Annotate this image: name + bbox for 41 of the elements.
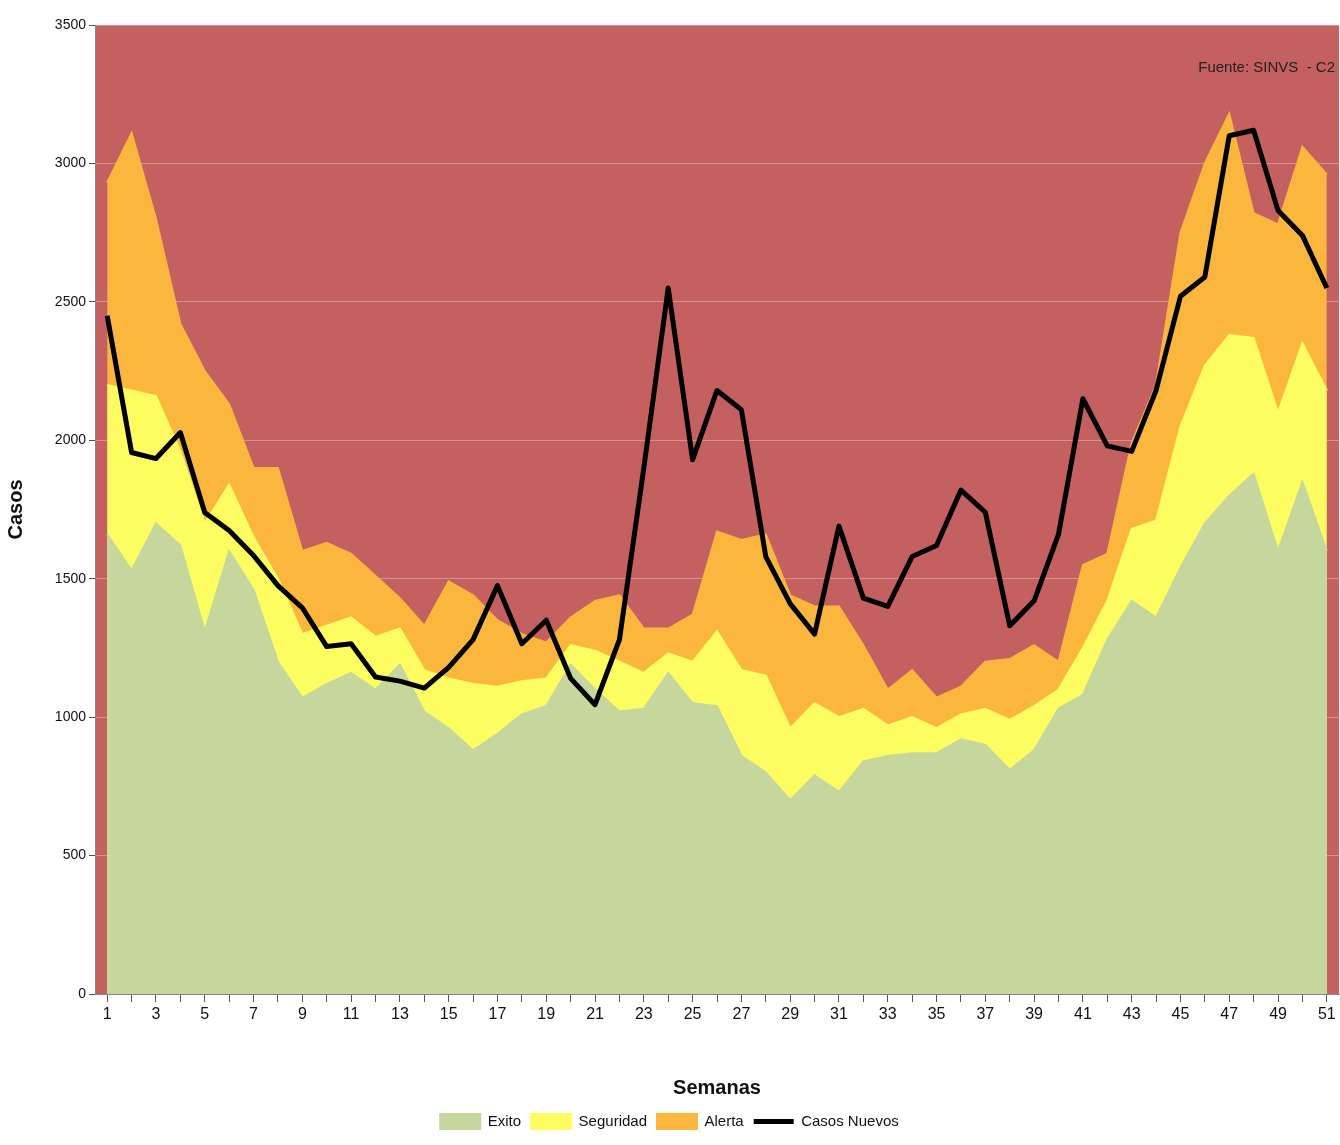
y-tick-label: 3500 [54,15,87,32]
y-tick-label: 1000 [54,708,87,724]
x-tick-label: 49 [1269,1005,1288,1023]
x-tick-label: 15 [439,1005,458,1023]
x-tick-label: 47 [1220,1005,1239,1023]
y-tick-label: 3000 [54,154,87,171]
y-tick-label: 2500 [54,292,87,309]
x-tick-label: 7 [249,1005,259,1023]
legend-label: Alerta [704,1111,745,1129]
y-tick-label: 2000 [54,431,87,448]
annotation: Fuente: SINVS - C2 [1198,57,1335,75]
x-tick-label: 33 [878,1005,897,1023]
x-tick-label: 13 [391,1005,409,1023]
x-tick-label: 5 [200,1005,210,1023]
x-tick-label: 43 [1122,1005,1141,1023]
y-axis-title: Casos [3,479,26,540]
x-tick-label: 29 [781,1005,800,1023]
x-tick-label: 45 [1171,1005,1190,1023]
x-tick-label: 31 [830,1005,848,1023]
y-tick-label: 500 [62,846,87,863]
x-axis-title: Semanas [673,1075,761,1098]
x-tick-label: 1 [102,1005,112,1023]
y-tick-label: 1500 [54,569,87,586]
x-tick-label: 11 [342,1005,360,1023]
x-tick-label: 39 [1025,1005,1044,1023]
x-tick-label: 21 [586,1005,605,1023]
legend-label: Casos Nuevos [801,1111,899,1129]
legend-label: Exito [487,1111,522,1129]
y-tick-label: 0 [78,984,87,1001]
x-tick-label: 3 [151,1005,161,1023]
x-tick-label: 35 [927,1005,946,1023]
x-tick-label: 41 [1073,1005,1092,1023]
x-tick-label: 27 [732,1005,751,1023]
x-tick-label: 25 [683,1005,702,1023]
x-tick-label: 51 [1317,1005,1336,1023]
x-tick-label: 19 [537,1005,556,1023]
x-tick-label: 17 [488,1005,507,1023]
x-tick-label: 23 [634,1005,653,1023]
legend-label: Seguridad [578,1111,648,1129]
x-tick-label: 37 [976,1005,995,1023]
x-tick-label: 9 [297,1005,307,1023]
